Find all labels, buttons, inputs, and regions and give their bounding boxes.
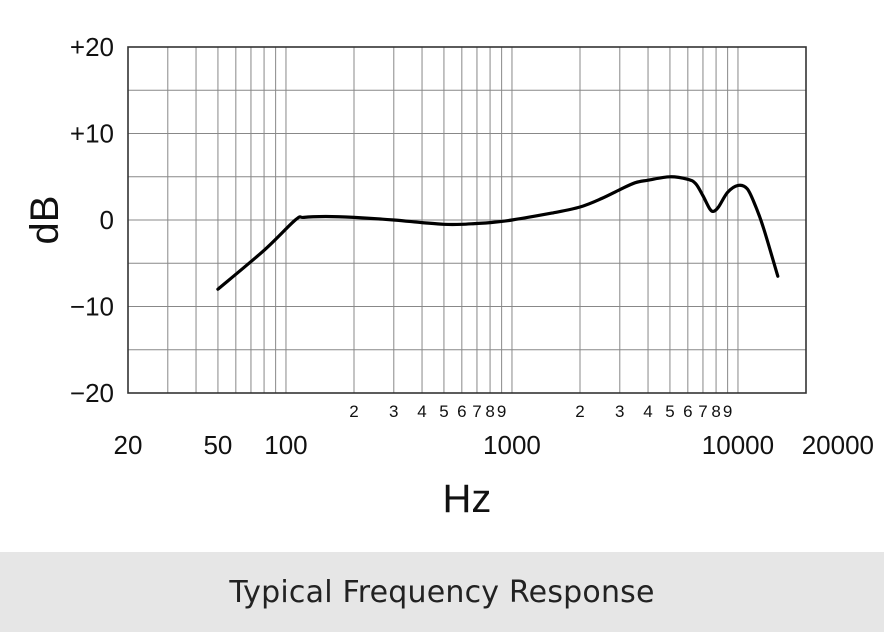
x-tick-label: 100 [264, 430, 307, 460]
chart-caption: Typical Frequency Response [229, 574, 655, 610]
x-tick-label: 1000 [483, 430, 541, 460]
y-tick-label: 0 [100, 205, 114, 235]
minor-tick-label: 4 [417, 402, 426, 421]
minor-tick-label: 5 [665, 402, 674, 421]
y-tick-label: −20 [70, 378, 114, 408]
minor-tick-label: 9 [723, 402, 732, 421]
y-tick-label: −10 [70, 292, 114, 322]
label-layer: +20+100−10−202 3 4 5 6 7 8 9 2 3 4 5 6 7 8 920 50 100 1000… [23, 32, 874, 521]
minor-tick-label: 8 [711, 402, 720, 421]
minor-tick-label: 2 [349, 402, 358, 421]
minor-tick-label: 9 [497, 402, 506, 421]
y-tick-label: +20 [70, 32, 114, 62]
minor-tick-label: 7 [472, 402, 481, 421]
curve-layer [216, 175, 780, 291]
minor-tick-label: 4 [643, 402, 652, 421]
x-tick-label: 10000 [702, 430, 774, 460]
minor-tick-label: 8 [485, 402, 494, 421]
minor-tick-label: 2 [575, 402, 584, 421]
x-tick-label: 50 [203, 430, 232, 460]
response-curve [216, 175, 780, 291]
minor-tick-label: 5 [439, 402, 448, 421]
minor-tick-label: 3 [615, 402, 624, 421]
minor-tick-label: 6 [457, 402, 466, 421]
x-axis-title: Hz [443, 477, 492, 521]
x-tick-label: 20 [114, 430, 143, 460]
minor-tick-label: 3 [389, 402, 398, 421]
caption-bar: Typical Frequency Response [0, 552, 884, 632]
y-tick-label: +10 [70, 119, 114, 149]
frequency-response-chart: +20 +10 0 −10 −20 2 3 4 5 6 7 8 9 2 3 4 5 6 7 8 9 20 50 100 1000… [23, 32, 874, 521]
x-tick-label: 20000 [802, 430, 874, 460]
y-axis-title: dB [23, 196, 67, 245]
plot-frame [127, 46, 807, 394]
chart-svg: +20+100−10−202 3 4 5 6 7 8 9 2 3 4 5 6 7 8 920 50 100 1000… [23, 32, 874, 521]
grid-layer [128, 47, 806, 393]
minor-tick-label: 7 [698, 402, 707, 421]
minor-tick-label: 6 [683, 402, 692, 421]
